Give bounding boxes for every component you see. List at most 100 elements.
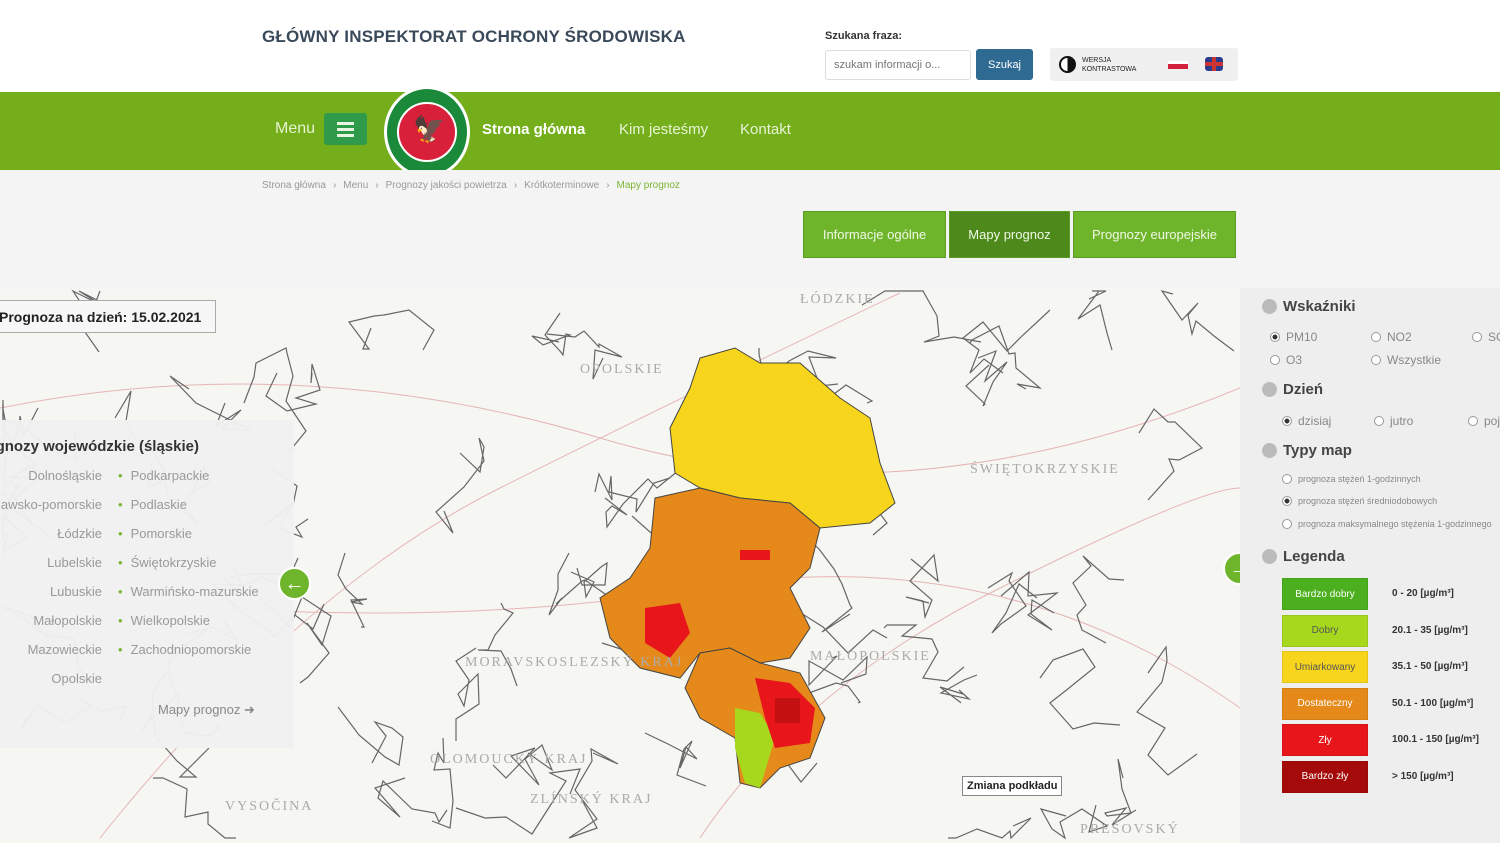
admin-border [568, 747, 619, 839]
radio-today[interactable]: dzisiaj [1282, 414, 1331, 428]
radio-o3[interactable]: O3 [1270, 353, 1302, 367]
region-link[interactable]: Pomorskie [118, 526, 259, 555]
region-link[interactable]: Zachodniopomorskie [118, 642, 259, 671]
breadcrumb-item[interactable]: Krótkoterminowe [524, 180, 600, 191]
collapse-icon[interactable] [1262, 549, 1277, 564]
radio-icon[interactable] [1472, 332, 1482, 342]
nav-contact[interactable]: Kontakt [740, 121, 791, 138]
indicators-section[interactable]: Wskaźniki [1262, 298, 1356, 315]
region-link[interactable]: Warmińsko-mazurskie [118, 584, 259, 613]
option-label: SO2 [1488, 330, 1500, 344]
radio-pm10[interactable]: PM10 [1270, 330, 1317, 344]
admin-border [1104, 758, 1137, 826]
collapse-left-panel-arrow-icon[interactable]: ← [278, 567, 311, 600]
admin-border [337, 552, 368, 628]
region-link[interactable]: Małopolskie [33, 613, 102, 628]
option-label: PM10 [1286, 330, 1318, 344]
radio-daily-avg[interactable]: prognoza stężeń średniodobowych [1282, 496, 1437, 506]
radio-icon[interactable] [1374, 416, 1384, 426]
region-link[interactable]: Łódzkie [57, 526, 102, 541]
regional-forecasts-panel: Prognozy wojewódzkie (śląskie) Dolnośląs… [0, 420, 294, 748]
tab-forecast-maps[interactable]: Mapy prognoz [949, 211, 1070, 258]
regions-list-right: PodkarpackiePodlaskiePomorskieŚwiętokrzy… [118, 468, 259, 671]
forecast-map[interactable]: OPOLSKIE ŁÓDZKIE ŚWIĘTOKRZYSKIE MAŁOPOLSKIE… [0, 288, 1240, 843]
region-link[interactable]: Lubelskie [47, 555, 102, 570]
search-input[interactable] [825, 50, 971, 80]
admin-border [243, 347, 307, 454]
flag-uk-icon[interactable] [1205, 57, 1223, 71]
zone-moderate [669, 347, 896, 529]
legend-range: 35.1 - 50 [µg/m³] [1392, 661, 1468, 672]
section-title: Legenda [1283, 548, 1345, 565]
radio-icon[interactable] [1371, 355, 1381, 365]
radio-all[interactable]: Wszystkie [1371, 353, 1441, 367]
admin-border [435, 437, 485, 534]
radio-1h[interactable]: prognoza stężeń 1-godzinnych [1282, 474, 1421, 484]
hamburger-menu-button[interactable] [324, 113, 367, 145]
radio-max-1h[interactable]: prognoza maksymalnego stężenia 1-godzinn… [1282, 519, 1492, 529]
radio-icon[interactable] [1282, 474, 1292, 484]
legend-range: 20.1 - 35 [µg/m³] [1392, 624, 1468, 636]
region-link[interactable]: Mazowieckie [27, 642, 102, 657]
map-options-panel: Wskaźniki PM10 NO2 SO2 O3 Wszystkie Dzie… [1240, 288, 1500, 843]
region-link[interactable]: Świętokrzyskie [118, 555, 259, 584]
admin-border [492, 744, 554, 786]
legend-swatch: Zły [1282, 724, 1368, 756]
contrast-toggle[interactable]: WERSJA KONTRASTOWA [1082, 57, 1137, 73]
map-place-label: ŚWIĘTOKRZYSKIE [970, 460, 1120, 477]
option-label: prognoza maksymalnego stężenia 1-godzinn… [1298, 519, 1492, 529]
section-title: Typy map [1283, 442, 1352, 459]
collapse-icon[interactable] [1262, 443, 1277, 458]
collapse-icon[interactable] [1262, 299, 1277, 314]
menu-label[interactable]: Menu [275, 120, 316, 137]
slaskie-forecast [599, 347, 896, 789]
region-link[interactable]: Podkarpackie [118, 468, 259, 497]
radio-day-after[interactable]: pojutrze [1468, 414, 1500, 428]
collapse-icon[interactable] [1262, 382, 1277, 397]
contrast-icon[interactable] [1059, 56, 1076, 73]
radio-icon[interactable] [1282, 416, 1292, 426]
map-canvas: OPOLSKIE ŁÓDZKIE ŚWIĘTOKRZYSKIE MAŁOPOLSKIE… [0, 289, 1240, 840]
day-section[interactable]: Dzień [1262, 381, 1323, 398]
legend-section[interactable]: Legenda [1262, 548, 1345, 565]
region-link[interactable]: Lubuskie [49, 584, 102, 599]
region-link[interactable]: Wielkopolskie [118, 613, 259, 642]
admin-border [531, 312, 573, 357]
breadcrumb-separator: › [513, 180, 518, 191]
region-link[interactable]: Podlaskie [118, 497, 259, 526]
forecast-maps-link[interactable]: Mapy prognoz ➜ [158, 702, 255, 717]
radio-icon[interactable] [1270, 332, 1280, 342]
radio-icon[interactable] [1270, 355, 1280, 365]
breadcrumb-item[interactable]: Strona główna [262, 180, 326, 191]
map-types-section[interactable]: Typy map [1262, 442, 1352, 459]
change-basemap-button[interactable]: Zmiana podkładu [962, 776, 1063, 796]
tab-european-forecasts[interactable]: Prognozy europejskie [1073, 211, 1236, 258]
radio-icon[interactable] [1371, 332, 1381, 342]
nav-about[interactable]: Kim jesteśmy [619, 121, 709, 138]
legend-range: 100.1 - 150 [µg/m³] [1392, 734, 1479, 745]
nav-home[interactable]: Strona główna [482, 121, 586, 138]
breadcrumb-item[interactable]: Prognozy jakości powietrza [385, 180, 507, 191]
flag-pl-icon[interactable] [1168, 61, 1188, 69]
radio-so2[interactable]: SO2 [1472, 330, 1500, 344]
admin-border [153, 777, 236, 839]
search-button[interactable]: Szukaj [976, 49, 1033, 80]
radio-tomorrow[interactable]: jutro [1374, 414, 1413, 428]
region-link[interactable]: Dolnośląskie [28, 468, 102, 483]
admin-border [477, 602, 518, 687]
legend-swatch: Bardzo dobry [1282, 578, 1368, 610]
main-navbar [0, 92, 1500, 170]
radio-icon[interactable] [1468, 416, 1478, 426]
admin-border [373, 777, 448, 824]
radio-icon[interactable] [1282, 519, 1292, 529]
site-title[interactable]: GŁÓWNY INSPEKTORAT OCHRONY ŚRODOWISKA [262, 27, 686, 46]
gios-logo[interactable]: 🦅 [384, 86, 470, 178]
forecast-date: Prognoza na dzień: 15.02.2021 [0, 309, 202, 325]
admin-border [1138, 408, 1204, 501]
tab-general-info[interactable]: Informacje ogólne [803, 211, 946, 258]
region-link[interactable]: Opolskie [51, 671, 102, 686]
region-link[interactable]: Kujawsko-pomorskie [0, 497, 102, 512]
breadcrumb-item[interactable]: Menu [343, 180, 369, 191]
radio-no2[interactable]: NO2 [1371, 330, 1412, 344]
radio-icon[interactable] [1282, 496, 1292, 506]
